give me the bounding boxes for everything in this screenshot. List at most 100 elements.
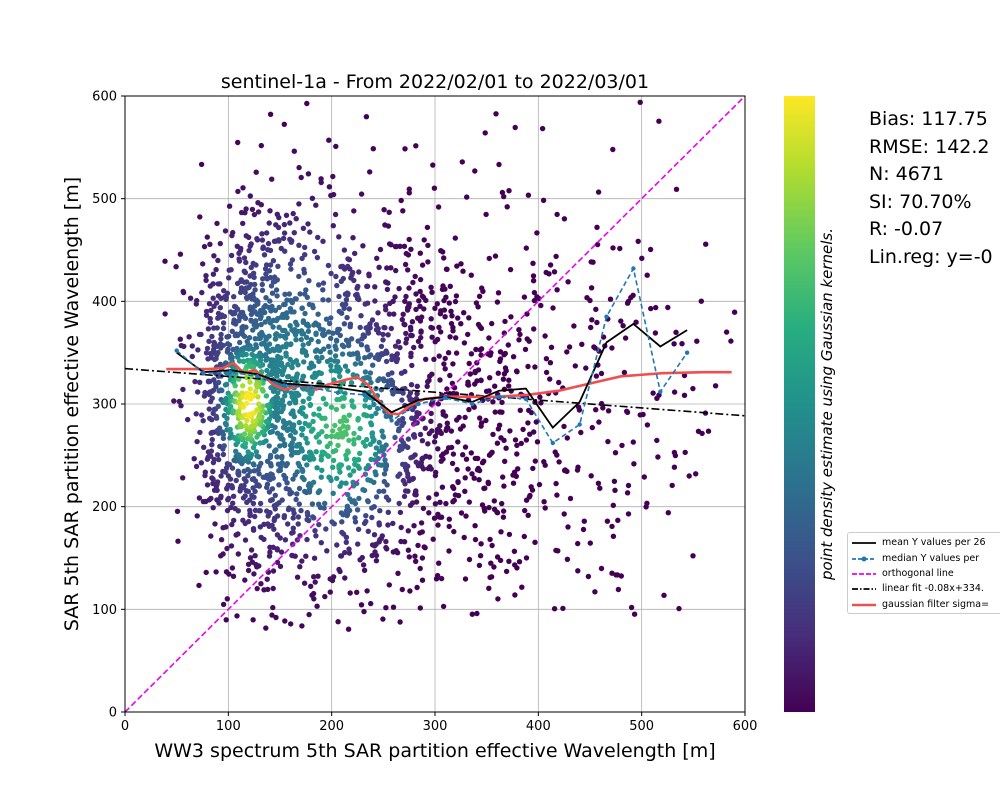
scatter-point [241, 431, 248, 437]
scatter-point [328, 192, 334, 199]
scatter-point [367, 370, 374, 376]
scatter-point [412, 553, 418, 559]
x-tick-label: 600 [733, 719, 758, 734]
scatter-point [198, 331, 204, 338]
scatter-point [301, 476, 307, 483]
scatter-point [315, 234, 321, 241]
scatter-point [589, 424, 595, 431]
scatter-point [460, 452, 466, 458]
scatter-point [665, 510, 671, 516]
scatter-point [407, 502, 414, 508]
scatter-point [429, 289, 435, 295]
scatter-point [438, 248, 444, 254]
scatter-point [572, 363, 578, 369]
scatter-point [431, 515, 438, 521]
scatter-point [289, 364, 295, 371]
scatter-point [458, 321, 464, 327]
scatter-point [174, 508, 181, 514]
colorbar-label: point density estimate using Gaussian ke… [818, 228, 836, 581]
scatter-point [441, 297, 447, 304]
scatter-point [496, 161, 502, 168]
scatter-point [473, 300, 480, 306]
scatter-point [306, 395, 312, 402]
scatter-point [698, 298, 704, 304]
scatter-point [501, 352, 507, 358]
scatter-point [253, 169, 259, 175]
legend-label-orthogonal: orthogonal line [882, 568, 954, 579]
legend-entry-linear-fit: linear fit -0.08x+334. [852, 581, 984, 596]
scatter-point [296, 201, 302, 207]
scatter-point [397, 344, 403, 351]
scatter-point [421, 237, 427, 243]
scatter-point [382, 222, 388, 228]
scatter-point [396, 447, 403, 454]
scatter-point [517, 331, 523, 338]
scatter-point [465, 331, 471, 338]
scatter-point [259, 231, 265, 237]
scatter-point [373, 558, 380, 564]
scatter-point [328, 433, 335, 439]
scatter-point [434, 301, 440, 307]
scatter-point [615, 586, 622, 593]
scatter-point [266, 443, 272, 449]
scatter-point [294, 469, 300, 475]
scatter-point [232, 310, 238, 317]
scatter-point [501, 193, 507, 200]
scatter-point [199, 289, 205, 296]
scatter-point [433, 469, 439, 476]
scatter-point [491, 506, 498, 512]
scatter-point [216, 456, 222, 463]
scatter-point [358, 313, 364, 319]
scatter-point [255, 482, 262, 488]
scatter-point [234, 613, 240, 619]
scatter-point [226, 333, 232, 340]
scatter-point [454, 263, 460, 269]
scatter-point [346, 437, 352, 444]
scatter-point [217, 305, 223, 311]
scatter-point [652, 330, 659, 336]
scatter-point [386, 241, 393, 247]
scatter-point [538, 302, 544, 309]
scatter-point [301, 580, 308, 586]
scatter-point [268, 385, 274, 391]
scatter-point [417, 303, 423, 309]
scatter-point [525, 512, 531, 518]
scatter-point [495, 596, 501, 602]
scatter-point [516, 559, 523, 565]
scatter-point [450, 328, 456, 334]
scatter-point [400, 208, 406, 214]
scatter-point [503, 568, 510, 575]
scatter-point [310, 479, 317, 485]
scatter-point [527, 431, 533, 437]
scatter-point [376, 439, 382, 446]
scatter-point [513, 368, 520, 374]
scatter-point [229, 565, 236, 571]
scatter-point [639, 255, 645, 261]
scatter-point [205, 326, 212, 332]
scatter-point [223, 569, 230, 575]
scatter-point [610, 146, 616, 153]
scatter-point [351, 498, 357, 504]
scatter-point [247, 555, 254, 561]
scatter-point [390, 520, 396, 527]
scatter-point [226, 495, 232, 502]
scatter-point [624, 300, 631, 306]
scatter-point [286, 291, 292, 297]
scatter-point [282, 393, 288, 399]
scatter-point [477, 553, 484, 559]
scatter-point [462, 444, 469, 450]
scatter-point [265, 521, 271, 527]
scatter-point [287, 261, 294, 267]
scatter-point [332, 422, 338, 429]
scatter-point [314, 354, 320, 360]
scatter-point [383, 307, 389, 313]
median-marker [335, 390, 341, 395]
y-axis-label: SAR 5th SAR partition effective Waveleng… [61, 177, 83, 631]
median-marker [684, 350, 690, 355]
scatter-point [209, 417, 215, 423]
scatter-point [475, 321, 482, 328]
scatter-point [290, 541, 296, 547]
scatter-point [241, 476, 247, 482]
scatter-point [436, 324, 442, 330]
scatter-point [455, 479, 461, 485]
